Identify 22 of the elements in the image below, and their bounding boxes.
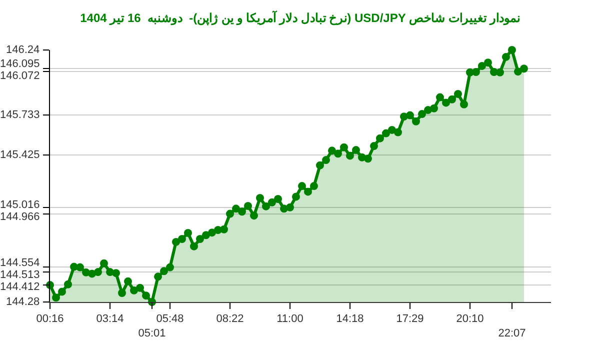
y-tick-label: 145.733 xyxy=(0,109,40,121)
x-tick-label: 17:29 xyxy=(396,313,424,326)
x-tick-label: 08:22 xyxy=(216,313,244,326)
y-tick-label: 144.966 xyxy=(0,211,40,223)
x-tick-label: 14:18 xyxy=(336,313,364,326)
chart-title: نمودار تغییرات شاخص USD/JPY (نرخ تبادل دلار آمریکا و ین ژاپن)- دوشنبه 16 تیر 1404 xyxy=(80,8,520,26)
x-tick-label: 22:07 xyxy=(498,328,526,340)
x-tick-label: 05:01 xyxy=(138,328,166,340)
x-tick-label: 00:16 xyxy=(36,313,64,326)
y-tick-label: 144.554 xyxy=(0,257,40,269)
y-tick-label: 145.425 xyxy=(0,149,40,161)
y-tick-label: 146.072 xyxy=(0,70,40,82)
y-tick-label: 144.513 xyxy=(0,269,40,281)
x-tick-label: 11:00 xyxy=(276,313,304,326)
y-tick-label: 146.095 xyxy=(0,58,40,70)
y-tick-label: 146.24 xyxy=(6,44,40,56)
y-tick-label: 144.412 xyxy=(0,281,40,293)
y-tick-label: 144.28 xyxy=(6,296,40,308)
x-tick-label: 20:10 xyxy=(456,313,484,326)
x-tick-label: 03:14 xyxy=(96,313,124,326)
x-tick-label: 05:48 xyxy=(156,313,184,326)
y-tick-label: 145.016 xyxy=(0,199,40,211)
